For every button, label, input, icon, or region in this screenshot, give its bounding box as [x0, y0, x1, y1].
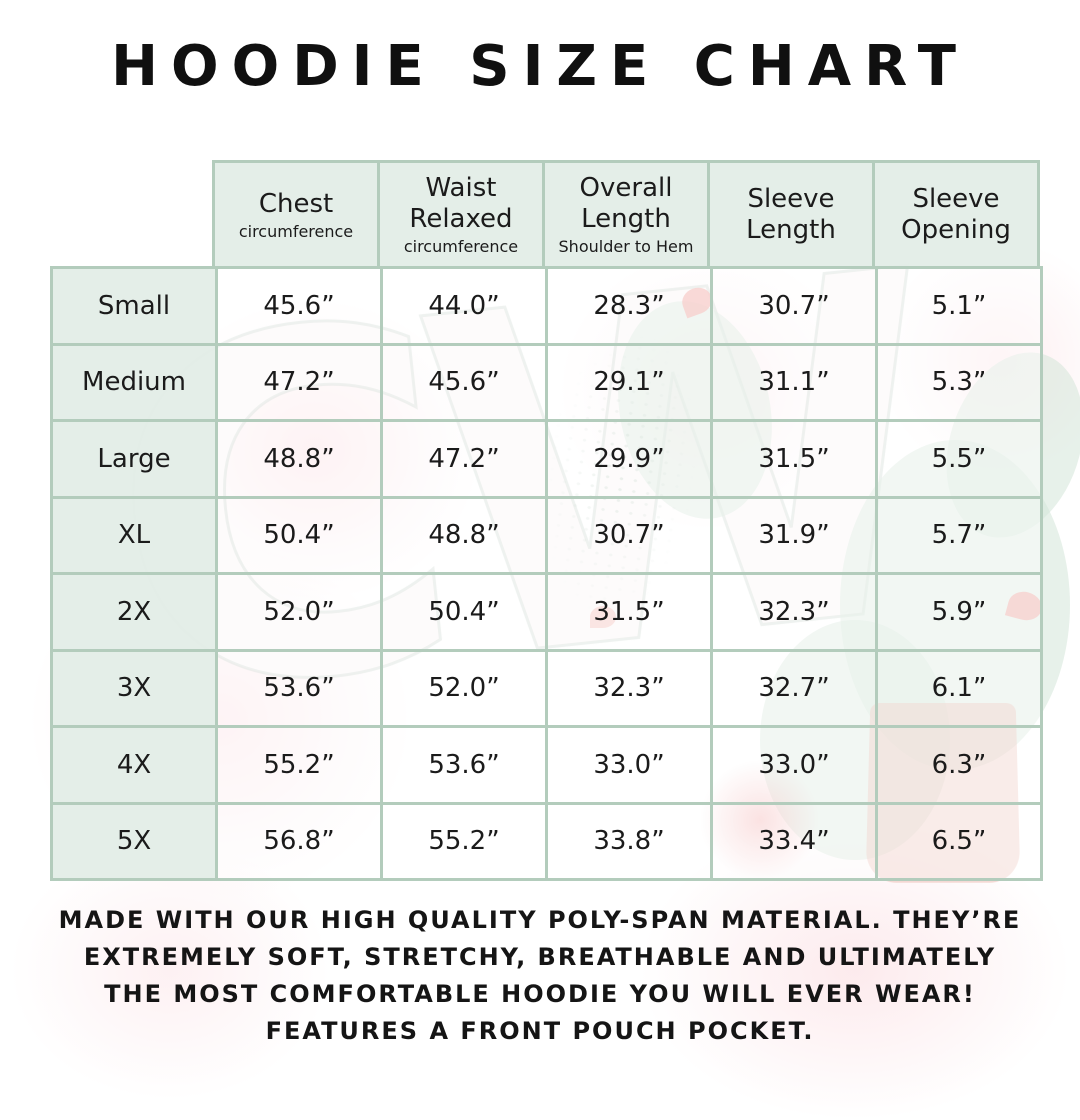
sleeve-opening-value: 5.9”: [875, 572, 1043, 652]
sleeve-length-value: 31.5”: [710, 419, 878, 499]
column-sublabel: Shoulder to Hem: [558, 237, 694, 256]
sleeve-length-value: 30.7”: [710, 266, 878, 346]
size-label: 5X: [50, 801, 218, 881]
sleeve-length-value: 33.0”: [710, 725, 878, 805]
sleeve-opening-value: 6.5”: [875, 801, 1043, 881]
chest-value: 47.2”: [215, 342, 383, 422]
size-label: Medium: [50, 342, 218, 422]
size-label: 3X: [50, 648, 218, 728]
size-label: Small: [50, 266, 218, 346]
header-row: Chest circumference Waist Relaxed circum…: [212, 160, 1040, 269]
chest-value: 52.0”: [215, 572, 383, 652]
page-title: HOODIE SIZE CHART: [111, 34, 969, 99]
description-line: EXTREMELY SOFT, STRETCHY, BREATHABLE AND…: [83, 943, 997, 971]
column-sublabel: circumference: [238, 221, 354, 241]
length-value: 29.9”: [545, 419, 713, 499]
size-label: Large: [50, 419, 218, 499]
column-label: Sleeve Opening: [901, 183, 1011, 245]
waist-value: 52.0”: [380, 648, 548, 728]
table-row-4x: 4X 55.2” 53.6” 33.0” 33.0” 6.3”: [50, 725, 1043, 805]
chest-value: 53.6”: [215, 648, 383, 728]
waist-value: 47.2”: [380, 419, 548, 499]
sleeve-length-value: 32.7”: [710, 648, 878, 728]
chest-value: 55.2”: [215, 725, 383, 805]
size-label: 4X: [50, 725, 218, 805]
description-line: MADE WITH OUR HIGH QUALITY POLY-SPAN MAT…: [58, 906, 1022, 934]
sleeve-length-value: 31.9”: [710, 495, 878, 575]
column-header-overall-length: Overall Length Shoulder to Hem: [542, 160, 710, 269]
waist-value: 48.8”: [380, 495, 548, 575]
waist-value: 44.0”: [380, 266, 548, 346]
length-value: 31.5”: [545, 572, 713, 652]
length-value: 30.7”: [545, 495, 713, 575]
product-description: MADE WITH OUR HIGH QUALITY POLY-SPAN MAT…: [0, 902, 1080, 1050]
length-value: 33.0”: [545, 725, 713, 805]
length-value: 29.1”: [545, 342, 713, 422]
table-row-5x: 5X 56.8” 55.2” 33.8” 33.4” 6.5”: [50, 801, 1043, 881]
column-label: Waist Relaxed: [409, 173, 513, 234]
length-value: 28.3”: [545, 266, 713, 346]
size-chart-graphic: CW HOODIE SIZE CHART Chest circumference…: [0, 34, 1080, 1120]
sleeve-opening-value: 5.1”: [875, 266, 1043, 346]
sleeve-opening-value: 5.5”: [875, 419, 1043, 499]
column-header-chest: Chest circumference: [212, 160, 380, 269]
size-chart-body: Small 45.6” 44.0” 28.3” 30.7” 5.1” Mediu…: [50, 266, 1043, 881]
table-row-2x: 2X 52.0” 50.4” 31.5” 32.3” 5.9”: [50, 572, 1043, 652]
sleeve-length-value: 32.3”: [710, 572, 878, 652]
chest-value: 56.8”: [215, 801, 383, 881]
sleeve-length-value: 31.1”: [710, 342, 878, 422]
length-value: 32.3”: [545, 648, 713, 728]
column-label: Sleeve Length: [746, 183, 836, 245]
sleeve-opening-value: 6.1”: [875, 648, 1043, 728]
chest-value: 50.4”: [215, 495, 383, 575]
chest-value: 48.8”: [215, 419, 383, 499]
description-line: FEATURES A FRONT POUCH POCKET.: [265, 1017, 815, 1045]
column-label: Overall Length: [579, 173, 673, 234]
table-row-3x: 3X 53.6” 52.0” 32.3” 32.7” 6.1”: [50, 648, 1043, 728]
column-header-sleeve-length: Sleeve Length: [707, 160, 875, 269]
table-row-medium: Medium 47.2” 45.6” 29.1” 31.1” 5.3”: [50, 342, 1043, 422]
length-value: 33.8”: [545, 801, 713, 881]
size-label: 2X: [50, 572, 218, 652]
column-header-waist: Waist Relaxed circumference: [377, 160, 545, 269]
waist-value: 55.2”: [380, 801, 548, 881]
description-line: THE MOST COMFORTABLE HOODIE YOU WILL EVE…: [104, 980, 976, 1008]
column-sublabel: circumference: [403, 237, 519, 256]
table-row-large: Large 48.8” 47.2” 29.9” 31.5” 5.5”: [50, 419, 1043, 499]
sleeve-length-value: 33.4”: [710, 801, 878, 881]
table-row-small: Small 45.6” 44.0” 28.3” 30.7” 5.1”: [50, 266, 1043, 346]
sleeve-opening-value: 5.3”: [875, 342, 1043, 422]
waist-value: 53.6”: [380, 725, 548, 805]
size-chart-header: Chest circumference Waist Relaxed circum…: [212, 160, 1040, 269]
column-header-sleeve-opening: Sleeve Opening: [872, 160, 1040, 269]
size-label: XL: [50, 495, 218, 575]
waist-value: 50.4”: [380, 572, 548, 652]
sleeve-opening-value: 5.7”: [875, 495, 1043, 575]
table-row-xl: XL 50.4” 48.8” 30.7” 31.9” 5.7”: [50, 495, 1043, 575]
waist-value: 45.6”: [380, 342, 548, 422]
column-label: Chest: [258, 188, 334, 219]
sleeve-opening-value: 6.3”: [875, 725, 1043, 805]
chest-value: 45.6”: [215, 266, 383, 346]
